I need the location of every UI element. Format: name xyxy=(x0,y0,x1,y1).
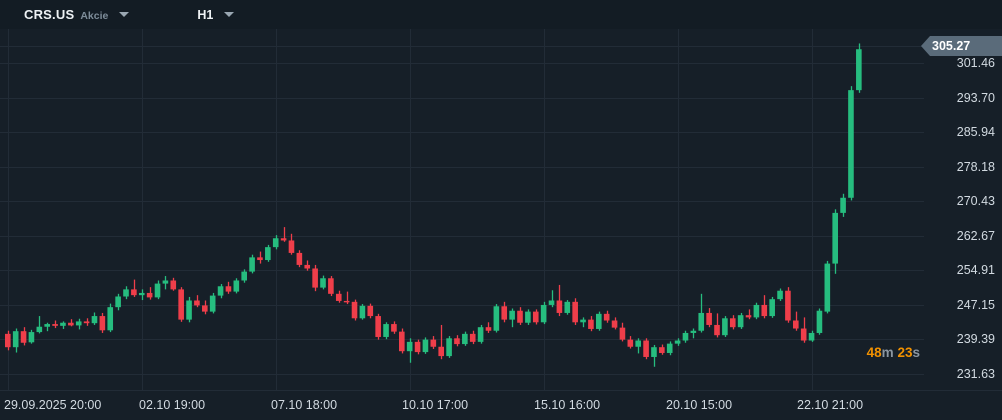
price-tick-label: 293.70 xyxy=(956,90,995,105)
time-tick-label: 15.10 16:00 xyxy=(534,398,601,412)
price-tick-label: 247.15 xyxy=(956,297,995,312)
tag-pointer-icon xyxy=(921,36,930,57)
time-tick-label: 20.10 15:00 xyxy=(666,398,733,412)
candle-series xyxy=(5,43,862,367)
horizontal-gridlines xyxy=(0,46,924,375)
chevron-down-icon xyxy=(224,11,235,17)
price-tick-label: 270.43 xyxy=(956,194,995,209)
countdown-seconds-unit: s xyxy=(912,345,920,360)
candlestick-canvas xyxy=(0,29,924,391)
price-tick-label: 239.39 xyxy=(956,332,995,347)
countdown-minutes-unit: m xyxy=(881,345,894,360)
price-tick-label: 262.67 xyxy=(956,228,995,243)
chevron-down-icon xyxy=(119,12,130,17)
price-tick-label: 285.94 xyxy=(956,125,995,140)
chart-plot-area[interactable] xyxy=(0,29,924,391)
price-axis[interactable]: 305.27301.46 293.70 285.94 278.18 270.43 262.… xyxy=(921,29,1002,391)
price-tick-label: 278.18 xyxy=(956,159,995,174)
countdown-seconds: 23 xyxy=(897,345,913,360)
symbol-name: CRS.US xyxy=(24,7,75,22)
vertical-gridlines xyxy=(8,29,813,391)
countdown-minutes: 48 xyxy=(866,345,882,360)
price-tick-label: 301.46 xyxy=(956,56,995,71)
time-tick-label: 22.10 21:00 xyxy=(797,398,864,412)
price-tick-label: 231.63 xyxy=(956,366,995,381)
time-tick-label: 10.10 17:00 xyxy=(402,398,469,412)
last-price-value: 305.27 xyxy=(930,36,1002,57)
time-tick-label: 07.10 18:00 xyxy=(271,398,338,412)
chart-toolbar: CRS.US Akcie H1 xyxy=(0,0,1002,29)
last-price-tag: 305.27 xyxy=(921,36,1002,57)
timeframe-label: H1 xyxy=(197,7,214,22)
bar-countdown-timer: 48m 23s xyxy=(867,345,920,360)
timeframe-selector[interactable]: H1 xyxy=(191,6,240,24)
time-axis[interactable]: 29.09.2025 20:00 02.10 19:00 07.10 18:00 10… xyxy=(0,390,1002,420)
symbol-selector[interactable]: CRS.US Akcie xyxy=(18,5,135,24)
price-tick-label: 254.91 xyxy=(956,263,995,278)
time-tick-label: 29.09.2025 20:00 xyxy=(4,398,102,412)
instrument-kind-label: Akcie xyxy=(80,10,109,22)
time-tick-label: 02.10 19:00 xyxy=(139,398,206,412)
